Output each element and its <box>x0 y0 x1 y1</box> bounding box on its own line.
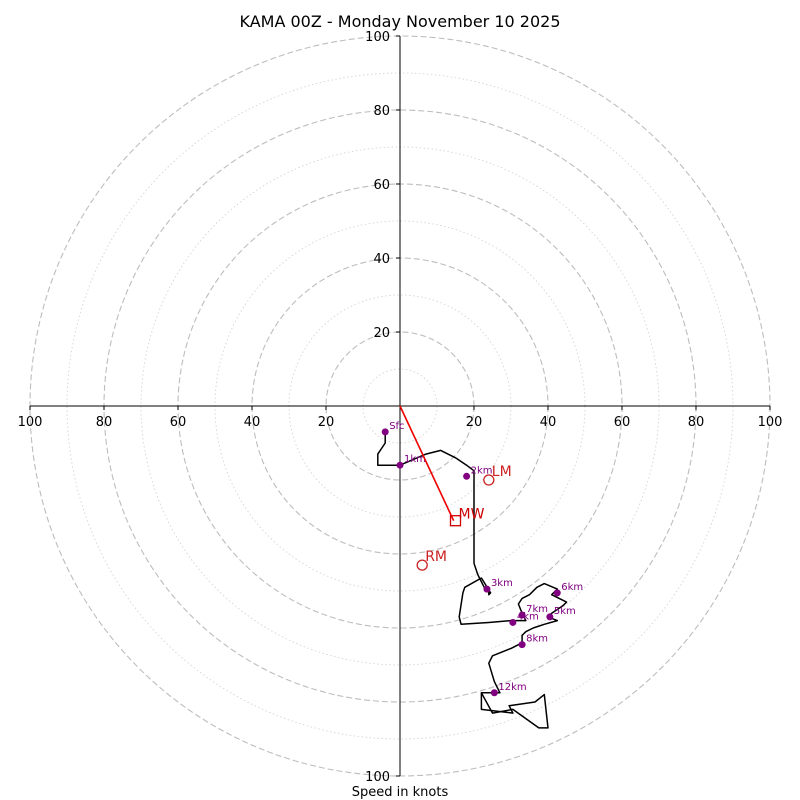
hodograph-trace <box>377 431 568 729</box>
height-label-Sfc: Sfc <box>389 421 404 432</box>
x-tick-label: 100 <box>18 415 43 430</box>
y-tick-label: 80 <box>373 104 390 119</box>
height-label-5km: 5km <box>554 606 576 617</box>
x-tick-label: 60 <box>614 415 631 430</box>
left-mover-label: LM <box>492 464 512 480</box>
height-marker-7km <box>518 611 526 619</box>
mean-wind-label: MW <box>459 507 485 523</box>
height-label-4km: 4km <box>517 611 539 622</box>
chart-title: KAMA 00Z - Monday November 10 2025 <box>240 12 561 31</box>
height-label-6km: 6km <box>561 582 583 593</box>
height-label-3km: 3km <box>491 578 513 589</box>
height-label-7km: 7km <box>526 604 548 615</box>
height-marker-8km <box>518 641 526 649</box>
x-tick-labels: 100 80 60 40 20 20 40 60 80 100 <box>18 406 783 430</box>
height-marker-4km <box>509 618 517 626</box>
y-tick-label-bottom: 100 <box>365 770 390 785</box>
height-marker-2km <box>463 472 471 480</box>
x-tick-label: 20 <box>318 415 335 430</box>
height-marker-Sfc <box>381 428 389 436</box>
height-label-12km: 12km <box>498 682 526 693</box>
height-marker-5km <box>546 613 554 621</box>
y-tick-label: 20 <box>373 326 390 341</box>
y-tick-label: 40 <box>373 252 390 267</box>
height-marker-3km <box>483 585 491 593</box>
height-label-8km: 8km <box>526 634 548 645</box>
y-tick-labels: 100 80 60 40 20 100 <box>365 30 400 785</box>
x-tick-label: 80 <box>96 415 113 430</box>
height-marker-6km <box>553 589 561 597</box>
x-tick-label: 80 <box>688 415 705 430</box>
storm-motion-group: MW LM RM <box>399 405 512 571</box>
hodograph-line <box>377 431 568 729</box>
x-axis-label: Speed in knots <box>352 785 449 800</box>
y-tick-label: 60 <box>373 178 390 193</box>
y-tick-label: 100 <box>365 30 390 45</box>
right-mover-label: RM <box>425 549 447 565</box>
height-marker-12km <box>490 689 498 697</box>
x-tick-label: 40 <box>540 415 557 430</box>
x-tick-label: 40 <box>244 415 261 430</box>
left-mover-marker <box>483 474 495 486</box>
x-tick-label: 20 <box>466 415 483 430</box>
height-marker-1km <box>396 461 404 469</box>
right-mover-marker <box>416 559 428 571</box>
x-tick-label: 100 <box>758 415 783 430</box>
mean-wind-marker <box>449 515 462 527</box>
height-markers: Sfc 1km 2km 3km 4km 5km 6km 7km 8km 12km <box>381 421 583 697</box>
height-label-2km: 2km <box>471 465 493 476</box>
shear-vector <box>399 405 455 522</box>
height-label-1km: 1km <box>404 454 426 465</box>
x-tick-label: 60 <box>170 415 187 430</box>
